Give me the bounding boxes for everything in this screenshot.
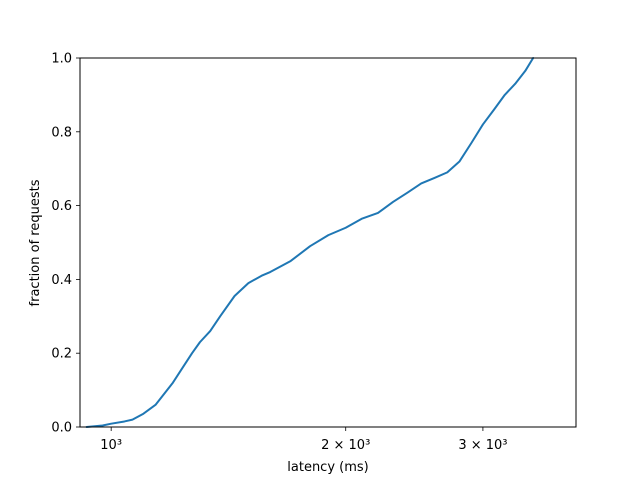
y-tick-label-2: 0.4 [51, 273, 72, 288]
x-tick-label-2: 3 × 10³ [458, 438, 507, 453]
y-axis-label: fraction of requests [28, 179, 43, 306]
x-tick-label-0: 10³ [100, 438, 122, 453]
axes-frame [79, 57, 577, 428]
y-tick-label-4: 0.8 [51, 125, 72, 140]
y-tick-label-1: 0.2 [51, 347, 72, 362]
axes: 10³ 2 × 10³ 3 × 10³ 0.0 0.2 0.4 0.6 0.8 1.0 [51, 52, 577, 453]
x-axis-label: latency (ms) [287, 460, 368, 475]
plot-area [85, 57, 535, 428]
y-tick-label-0: 0.0 [51, 421, 72, 436]
x-tick-label-1: 2 × 10³ [321, 438, 370, 453]
series-line-0 [85, 57, 535, 428]
y-tick-label-3: 0.6 [51, 199, 72, 214]
y-tick-label-5: 1.0 [51, 52, 72, 67]
